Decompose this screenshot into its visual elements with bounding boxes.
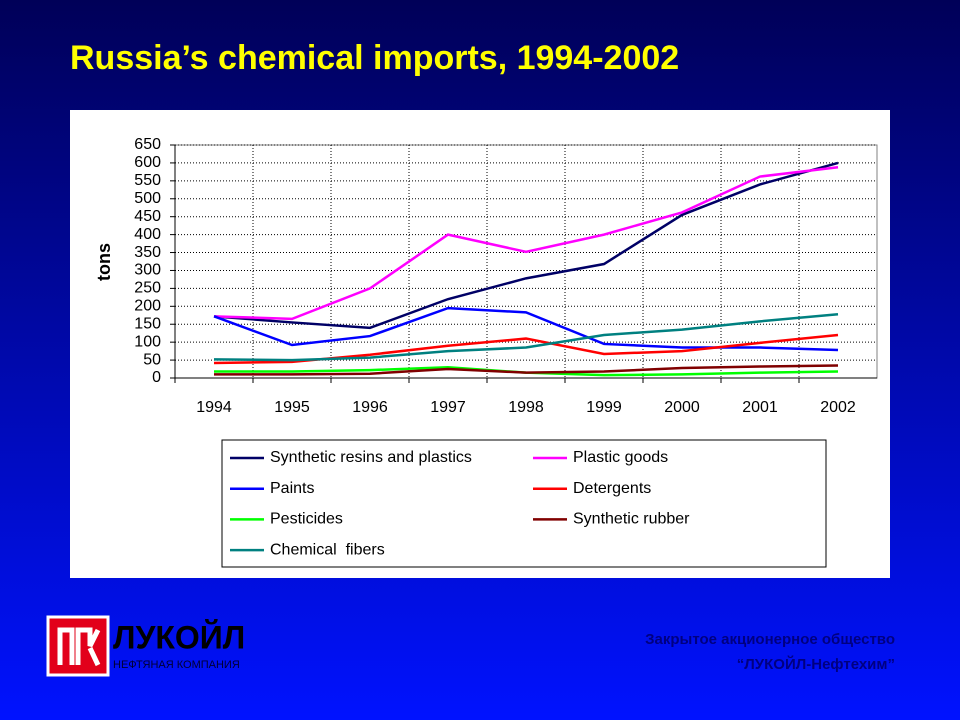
y-tick-label: 100 <box>134 333 161 350</box>
x-tick-label: 1994 <box>196 399 232 416</box>
x-tick-label: 1997 <box>430 399 466 416</box>
y-tick-label: 350 <box>134 244 161 261</box>
y-tick-label: 650 <box>134 136 161 153</box>
y-tick-label: 550 <box>134 172 161 189</box>
legend-label: Detergents <box>573 480 651 497</box>
y-tick-label: 50 <box>143 351 161 368</box>
y-axis-label: tons <box>94 243 114 281</box>
y-tick-label: 600 <box>134 154 161 171</box>
x-tick-label: 2002 <box>820 399 856 416</box>
y-tick-label: 250 <box>134 280 161 297</box>
y-tick-label: 150 <box>134 315 161 332</box>
x-tick-label: 2000 <box>664 399 700 416</box>
logo-glyph <box>57 627 101 667</box>
series-line <box>214 364 839 376</box>
x-tick-label: 1999 <box>586 399 622 416</box>
x-tick-label: 2001 <box>742 399 778 416</box>
y-tick-label: 300 <box>134 262 161 279</box>
legend-label: Plastic goods <box>573 449 668 466</box>
y-tick-label: 0 <box>152 369 161 386</box>
x-tick-label: 1996 <box>352 399 388 416</box>
x-tick-label: 1995 <box>274 399 310 416</box>
series-line <box>213 165 839 321</box>
legend-label: Paints <box>270 480 314 497</box>
series-line <box>213 306 839 352</box>
company-line: “ЛУКОЙЛ-Нефтехим” <box>737 655 895 673</box>
x-tick-label: 1998 <box>508 399 544 416</box>
legend-label: Synthetic resins and plastics <box>270 449 472 466</box>
y-tick-label: 200 <box>134 298 161 315</box>
legend-label: Synthetic rubber <box>573 511 690 528</box>
chart-title: Russia’s chemical imports, 1994-2002 <box>70 39 679 77</box>
logo-subtitle: НЕФТЯНАЯ КОМПАНИЯ <box>113 659 240 671</box>
y-tick-label: 450 <box>134 208 161 225</box>
legend-box <box>221 439 827 568</box>
series-line <box>213 312 839 362</box>
y-tick-label: 500 <box>134 190 161 207</box>
legend-label: Pesticides <box>270 511 343 528</box>
company-line: Закрытое акционерное общество <box>645 631 895 648</box>
logo-name: ЛУКОЙЛ <box>113 619 245 655</box>
legend-label: Chemical fibers <box>270 541 385 558</box>
series-line <box>213 161 839 330</box>
y-tick-label: 400 <box>134 226 161 243</box>
